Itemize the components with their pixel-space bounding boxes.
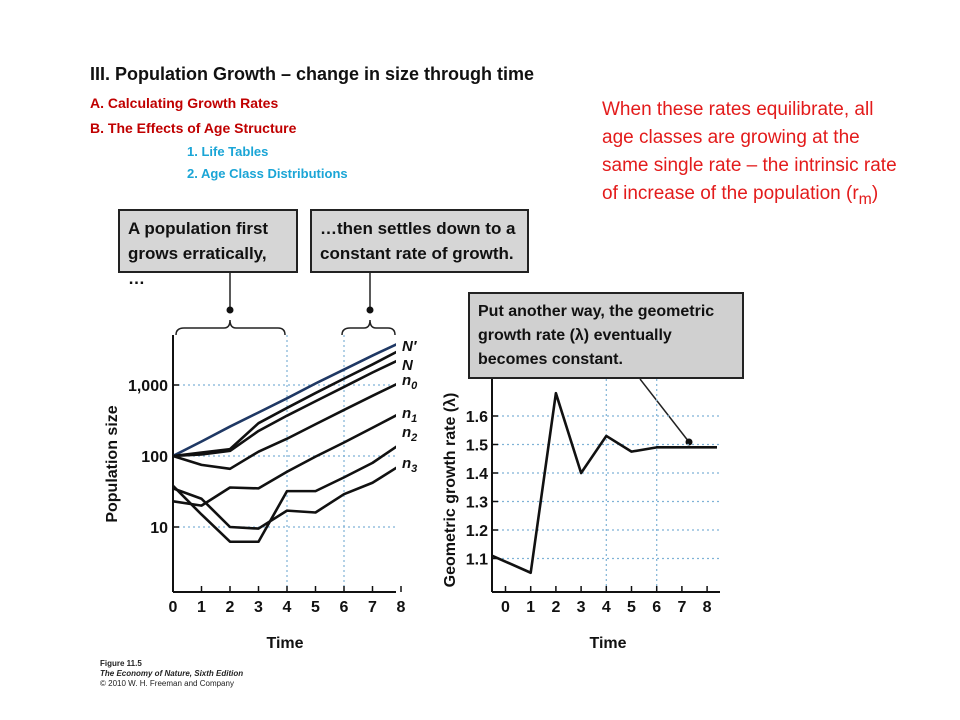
x-tick-label: 8 (397, 599, 406, 616)
y-axis-title: Population size (104, 405, 121, 522)
series-line-unlabeled (173, 445, 396, 544)
bracket-erratic (175, 319, 286, 336)
y-tick-label: 1.6 (466, 409, 488, 426)
callout-erratic-growth: A population first grows erratically, … (118, 209, 298, 288)
series-line-n3 (173, 466, 396, 530)
y-tick-label: 1.1 (466, 552, 488, 569)
series-label: N′ (402, 338, 418, 355)
y-tick-label: 1.4 (466, 466, 488, 483)
y-tick-label: 100 (141, 449, 168, 466)
growth-rate-chart: 0 1 2 3 4 5 6 7 8 1.1 1.2 1.3 1.4 1.5 1.6 Time Geometric… (442, 379, 720, 652)
y-tick-label: 1.3 (466, 495, 488, 512)
y-tick-label: 1.2 (466, 523, 488, 540)
figure-caption: Figure 11.5 The Economy of Nature, Sixth… (100, 659, 243, 689)
x-tick-label: 2 (226, 599, 235, 616)
series-label: n0 (402, 372, 418, 392)
series-line-n0 (173, 359, 396, 458)
callout-connectors (175, 273, 690, 443)
y-tick-label: 1,000 (128, 378, 168, 395)
callout-constant-growth: …then settles down to a constant rate of… (310, 209, 529, 273)
x-tick-label: 1 (526, 599, 535, 616)
y-axis-title: Geometric growth rate (λ) (442, 393, 459, 588)
series-line-N (173, 350, 396, 458)
slide-title: III. Population Growth – change in size … (90, 64, 535, 84)
x-tick-label: 1 (197, 599, 206, 616)
x-tick-label: 0 (501, 599, 510, 616)
x-tick-label: 2 (551, 599, 560, 616)
caption-figure-number: Figure 11.5 (100, 659, 142, 668)
callout-lambda-constant: Put another way, the geometric growth ra… (468, 292, 744, 379)
series-label: n2 (402, 424, 417, 444)
series-line-lambda (491, 391, 717, 575)
caption-copyright: © 2010 W. H. Freeman and Company (100, 679, 234, 688)
x-tick-label: 8 (703, 599, 712, 616)
series-line-N′ (173, 343, 396, 458)
x-tick-label: 7 (677, 599, 686, 616)
y-tick-label: 10 (150, 520, 168, 537)
side-note-suffix: ) (871, 183, 879, 204)
x-tick-label: 5 (627, 599, 636, 616)
x-tick-label: 4 (283, 599, 292, 616)
series-line-n1 (173, 383, 396, 471)
bracket-dot-constant (366, 306, 374, 314)
x-tick-label: 3 (577, 599, 586, 616)
side-note-subscript: m (858, 190, 872, 208)
series-label: n3 (402, 455, 417, 475)
side-note: When these rates equilibrate, all age cl… (602, 96, 902, 214)
lambda-pointer-dot (685, 438, 693, 446)
bracket-dot-erratic (226, 306, 234, 314)
series-label: N (402, 357, 414, 374)
x-tick-label: 6 (652, 599, 661, 616)
side-note-text: When these rates equilibrate, all age cl… (602, 99, 897, 204)
caption-book-title: The Economy of Nature, Sixth Edition (100, 669, 244, 678)
y-tick-label: 1.5 (466, 438, 488, 455)
x-axis-title: Time (266, 635, 303, 652)
outline-item-calculating-growth-rates: A. Calculating Growth Rates (90, 95, 279, 111)
x-tick-label: 7 (368, 599, 377, 616)
outline-item-age-structure: B. The Effects of Age Structure (90, 120, 297, 136)
x-tick-label: 4 (602, 599, 611, 616)
x-tick-label: 5 (311, 599, 320, 616)
outline-item-age-class-distributions: 2. Age Class Distributions (187, 166, 348, 181)
x-tick-label: 3 (254, 599, 263, 616)
population-size-chart: 0 1 2 3 4 5 6 7 8 10 100 1,000 Time Population size N′… (104, 335, 418, 652)
series-line-n2 (173, 414, 396, 507)
outline-item-life-tables: 1. Life Tables (187, 144, 269, 159)
x-axis-title: Time (589, 635, 626, 652)
x-tick-label: 0 (169, 599, 178, 616)
bracket-constant (341, 319, 396, 336)
pointer-lambda (639, 378, 690, 443)
series-label: n1 (402, 405, 417, 425)
x-tick-label: 6 (340, 599, 349, 616)
